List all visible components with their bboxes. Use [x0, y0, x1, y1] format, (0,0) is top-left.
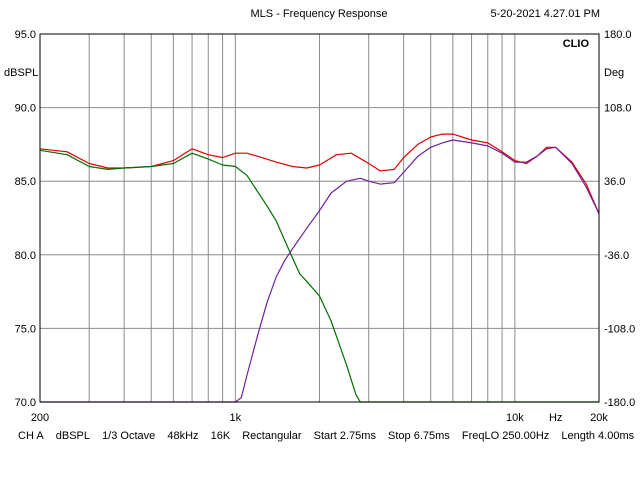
- frequency-response-chart: MLS - Frequency Response 5-20-2021 4.27.…: [4, 8, 636, 424]
- y2-tick-label: 108.0: [604, 103, 632, 115]
- stop-label: Stop 6.75ms: [388, 430, 450, 442]
- window-label: Rectangular: [242, 430, 302, 442]
- sample-rate-label: 48kHz: [167, 430, 199, 442]
- x-tick-label: Hz: [549, 412, 562, 424]
- brand-label: CLIO: [563, 38, 590, 50]
- series-line-2: [39, 149, 599, 403]
- y-tick-label: 95.0: [15, 29, 36, 41]
- grid: [40, 34, 599, 402]
- series-line-1: [39, 133, 600, 214]
- y2-axis-label: Deg: [604, 67, 624, 79]
- series-layer: [39, 133, 600, 403]
- y2-tick-label: -36.0: [604, 250, 629, 262]
- freqlo-label: FreqLO 250.00Hz: [461, 430, 550, 442]
- chart-title: MLS - Frequency Response: [251, 8, 388, 20]
- y-tick-label: 70.0: [15, 397, 36, 409]
- y-tick-label: 80.0: [15, 250, 36, 262]
- x-tick-label: 200: [31, 412, 49, 424]
- y2-tick-label: -180.0: [604, 397, 635, 409]
- measurement-info-bar: CH A dBSPL 1/3 Octave 48kHz 16K Rectangu…: [18, 430, 634, 446]
- x-tick-label: 1k: [230, 412, 242, 424]
- x-tick-label: 10k: [506, 412, 524, 424]
- unit-label: dBSPL: [55, 430, 90, 442]
- y2-tick-label: 36.0: [604, 176, 625, 188]
- y-axis-label: dBSPL: [4, 67, 38, 79]
- length-label: Length 4.00ms: [561, 430, 635, 442]
- x-tick-label: 20k: [590, 412, 608, 424]
- channel-label: CH A: [18, 430, 44, 442]
- start-label: Start 2.75ms: [313, 430, 376, 442]
- y2-tick-label: 180.0: [604, 29, 632, 41]
- timestamp: 5-20-2021 4.27.01 PM: [491, 8, 600, 20]
- y-tick-label: 75.0: [15, 323, 36, 335]
- axis-labels: 95.0 90.0 85.0 80.0 75.0 70.0 180.0 108.0 36.0 -3…: [15, 29, 636, 424]
- smoothing-label: 1/3 Octave: [102, 430, 156, 442]
- y-tick-label: 90.0: [15, 103, 36, 115]
- plot-frame: [39, 33, 600, 403]
- y-tick-label: 85.0: [15, 176, 36, 188]
- y2-tick-label: -108.0: [604, 323, 635, 335]
- series-line-3: [40, 139, 600, 403]
- size-label: 16K: [210, 430, 231, 442]
